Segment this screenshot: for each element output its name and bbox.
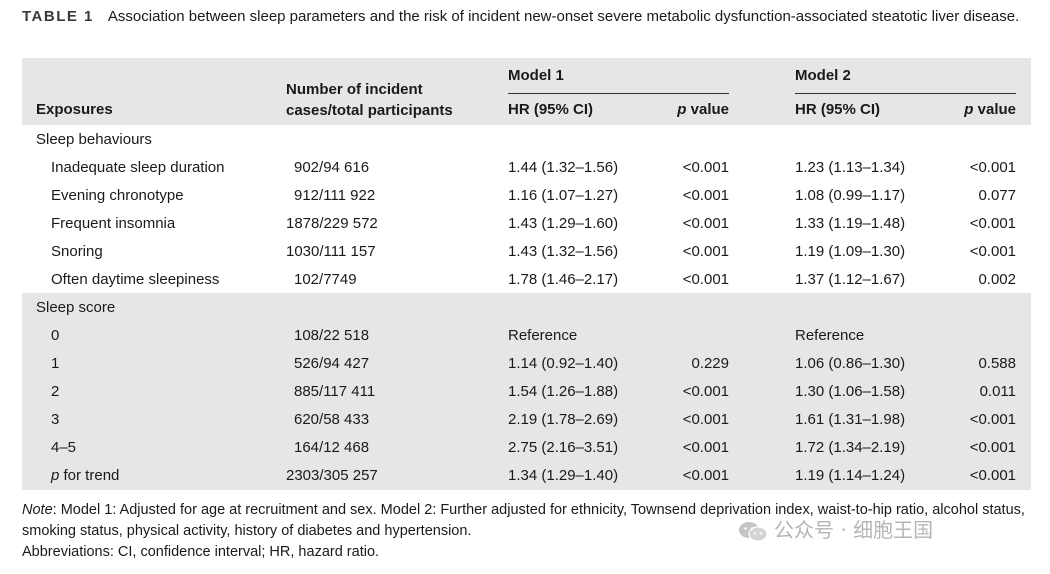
row-m2-p: <0.001 xyxy=(969,159,1016,176)
row-exposure: 1 xyxy=(51,355,60,372)
row-m2-hr: 1.30 (1.06–1.58) xyxy=(795,383,906,400)
row-m1-p: <0.001 xyxy=(682,439,729,456)
row-m2-p: <0.001 xyxy=(969,411,1016,428)
row-m1-p: 0.229 xyxy=(691,355,729,372)
row-m1-hr: Reference xyxy=(508,327,578,344)
row-m2-hr: 1.08 (0.99–1.17) xyxy=(795,187,906,204)
row-m1-p: <0.001 xyxy=(682,271,729,288)
header-model2-p: p value xyxy=(964,101,1016,118)
row-m1-p: <0.001 xyxy=(682,411,729,428)
row-m2-hr: 1.33 (1.19–1.48) xyxy=(795,215,906,232)
table-abbreviations: Abbreviations: CI, confidence interval; … xyxy=(22,544,380,560)
table-note: Note: Model 1: Adjusted for age at recru… xyxy=(22,502,1025,539)
header-model2: Model 2 xyxy=(795,67,851,84)
row-m1-hr: 1.44 (1.32–1.56) xyxy=(508,159,619,176)
row-exposure: Frequent insomnia xyxy=(51,215,176,232)
row-cases: 885/117 411 xyxy=(294,383,376,400)
row-m1-hr: 2.75 (2.16–3.51) xyxy=(508,439,619,456)
watermark-text: 公众号 · 细胞王国 xyxy=(774,518,934,542)
row-cases: 902/94 616 xyxy=(294,159,370,176)
table-title: Association between sleep parameters and… xyxy=(107,8,1020,25)
row-m2-p: 0.011 xyxy=(979,383,1016,400)
row-m2-p: <0.001 xyxy=(969,215,1016,232)
row-cases: 620/58 433 xyxy=(294,411,370,428)
row-exposure: Inadequate sleep duration xyxy=(51,159,225,176)
row-m1-p: <0.001 xyxy=(682,159,729,176)
wechat-icon xyxy=(738,521,768,543)
header-exposures: Exposures xyxy=(36,101,113,118)
section-title-sleep-behaviours: Sleep behaviours xyxy=(36,131,152,148)
row-m2-p: 0.002 xyxy=(978,271,1016,288)
row-m2-p: <0.001 xyxy=(969,243,1016,260)
row-m2-hr: 1.61 (1.31–1.98) xyxy=(795,411,906,428)
row-cases: 2303/305 257 xyxy=(286,467,378,484)
row-cases: 1878/229 572 xyxy=(286,215,378,232)
row-cases: 912/111 922 xyxy=(294,187,376,204)
watermark: 公众号 · 细胞王国 xyxy=(738,514,933,543)
row-exposure: 0 xyxy=(51,327,60,344)
section-title-sleep-score: Sleep score xyxy=(36,299,116,316)
row-m1-p: <0.001 xyxy=(682,215,729,232)
row-m2-hr: 1.23 (1.13–1.34) xyxy=(795,159,906,176)
row-m1-hr: 1.16 (1.07–1.27) xyxy=(508,187,619,204)
row-exposure: 2 xyxy=(51,383,60,400)
header-model1-hr: HR (95% CI) xyxy=(508,101,594,118)
row-exposure: Often daytime sleepiness xyxy=(51,271,220,288)
model1-rule xyxy=(508,93,729,94)
table-label: TABLE 1 xyxy=(22,8,94,25)
row-m2-hr: 1.19 (1.14–1.24) xyxy=(795,467,906,484)
row-exposure-trend: p for trend xyxy=(51,467,120,484)
model2-rule xyxy=(795,93,1016,94)
row-exposure: Evening chronotype xyxy=(51,187,184,204)
row-m1-p: <0.001 xyxy=(682,383,729,400)
row-m2-hr: 1.19 (1.09–1.30) xyxy=(795,243,906,260)
table-caption: TABLE 1 Association between sleep paramet… xyxy=(22,6,1032,28)
row-m1-hr: 1.34 (1.29–1.40) xyxy=(508,467,619,484)
row-m1-hr: 1.43 (1.29–1.60) xyxy=(508,215,619,232)
row-m2-hr: 1.37 (1.12–1.67) xyxy=(795,271,906,288)
row-m2-p: 0.588 xyxy=(978,355,1016,372)
row-m1-hr: 1.43 (1.32–1.56) xyxy=(508,243,619,260)
header-model2-hr: HR (95% CI) xyxy=(795,101,881,118)
row-cases: 164/12 468 xyxy=(294,439,370,456)
row-m2-hr: Reference xyxy=(795,327,865,344)
row-m2-p: 0.077 xyxy=(978,187,1016,204)
row-m1-hr: 1.78 (1.46–2.17) xyxy=(508,271,619,288)
row-m2-hr: 1.72 (1.34–2.19) xyxy=(795,439,906,456)
row-m1-hr: 2.19 (1.78–2.69) xyxy=(508,411,619,428)
row-m2-p: <0.001 xyxy=(969,467,1016,484)
row-cases: 1030/111 157 xyxy=(286,243,376,260)
header-cases: Number of incident cases/total participa… xyxy=(286,81,453,119)
row-cases: 108/22 518 xyxy=(294,327,370,344)
row-m2-hr: 1.06 (0.86–1.30) xyxy=(795,355,906,372)
row-exposure: 4–5 xyxy=(51,439,77,456)
row-m2-p: <0.001 xyxy=(969,439,1016,456)
row-m1-p: <0.001 xyxy=(682,243,729,260)
row-exposure: Snoring xyxy=(51,243,103,260)
row-cases: 102/7749 xyxy=(294,271,357,288)
header-model1: Model 1 xyxy=(508,67,564,84)
row-exposure: 3 xyxy=(51,411,60,428)
section-band-sleep-score xyxy=(22,293,1031,490)
row-m1-p: <0.001 xyxy=(682,467,729,484)
table-header-band xyxy=(22,58,1031,125)
row-m1-p: <0.001 xyxy=(682,187,729,204)
header-model1-p: p value xyxy=(677,101,729,118)
row-m1-hr: 1.54 (1.26–1.88) xyxy=(508,383,619,400)
row-cases: 526/94 427 xyxy=(294,355,370,372)
row-m1-hr: 1.14 (0.92–1.40) xyxy=(508,355,619,372)
